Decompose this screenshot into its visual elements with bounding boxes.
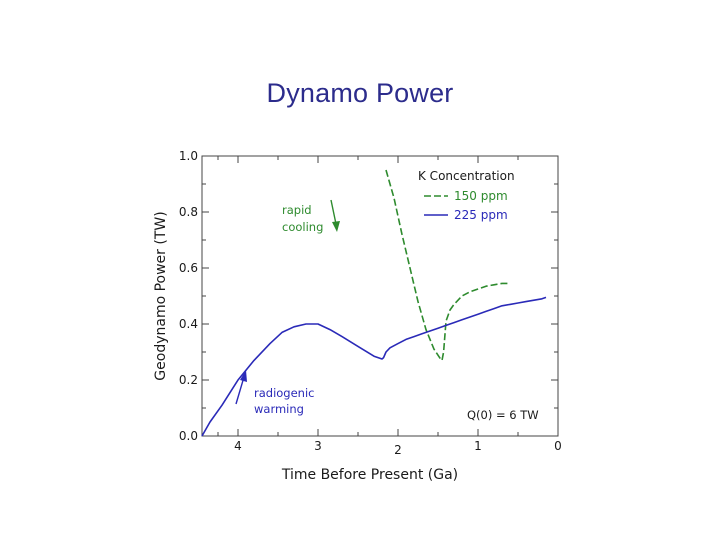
- annotation-arrow-rapid-cooling: [330, 199, 337, 225]
- annotation-rapid-cooling: rapid: [282, 203, 312, 217]
- annotation-radiogenic-warming: radiogenic: [254, 386, 315, 400]
- x-tick-label: 3: [314, 439, 322, 453]
- plot-area: 0.0 0.2 0.4 0.6 0.8 1.0 4 3 2 1 0 Time Before Prese…: [153, 149, 562, 483]
- legend-label: 150 ppm: [454, 189, 508, 203]
- legend-label: 225 ppm: [454, 208, 508, 222]
- x-tick-label: 0: [554, 439, 562, 453]
- y-tick-label: 0.2: [179, 373, 198, 387]
- annotation-arrow-radiogenic-warming: [235, 376, 245, 405]
- series-line-225-ppm: [201, 296, 547, 437]
- y-tick-label: 0.0: [179, 429, 198, 443]
- slide-title: Dynamo Power: [266, 78, 454, 108]
- x-tick-label: 2: [394, 443, 402, 457]
- y-tick-label: 0.8: [179, 205, 198, 219]
- annotation-arrowhead-rapid-cooling: [332, 221, 340, 232]
- y-axis-title: Geodynamo Power (TW): [153, 211, 169, 380]
- y-tick-label: 0.6: [179, 261, 198, 275]
- y-tick-label: 1.0: [179, 149, 198, 163]
- x-tick-label: 1: [474, 439, 482, 453]
- legend-title: K Concentration: [418, 169, 515, 183]
- annotation-radiogenic-warming: warming: [254, 402, 304, 416]
- x-tick-label: 4: [234, 439, 242, 453]
- annotation-q0: Q(0) = 6 TW: [467, 408, 539, 422]
- annotation-rapid-cooling: cooling: [282, 220, 323, 234]
- x-axis-title: Time Before Present (Ga): [281, 467, 458, 483]
- annotation-arrowhead-radiogenic-warming: [240, 370, 247, 382]
- y-tick-label: 0.4: [179, 317, 198, 331]
- series-line-150-ppm: [385, 169, 509, 362]
